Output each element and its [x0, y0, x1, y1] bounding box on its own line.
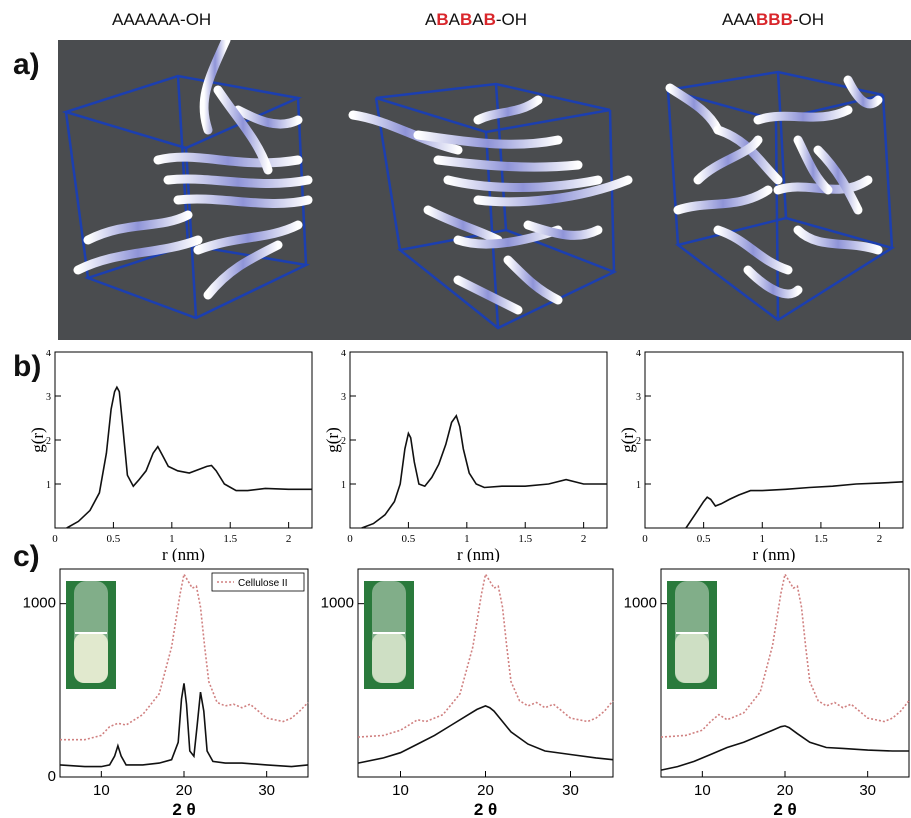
y-axis-label: g(r): [30, 427, 47, 452]
sequence-part: -OH: [793, 10, 824, 29]
x-tick-label: 2: [581, 533, 587, 545]
x-axis-label: 2 θ: [474, 800, 497, 818]
xrd-chart-3: 10 20 30 1000 2 θ: [615, 565, 911, 818]
sequence-part: A: [449, 10, 460, 29]
sequence-part: -OH: [180, 10, 211, 29]
xrd-chart-1: 10 20 30 0 1000 2 θ Cellulose II: [0, 565, 310, 818]
x-tick-label: 30: [562, 782, 579, 799]
x-tick-label: 2: [286, 533, 292, 545]
x-tick-label: 1: [760, 533, 766, 545]
x-tick-label: 2: [877, 533, 883, 545]
sequence-part: BBB: [756, 10, 793, 29]
x-tick-label: 20: [777, 782, 794, 799]
vial-gel: [74, 633, 108, 683]
y-tick-label: 0: [48, 768, 56, 785]
sequence-part: AAAAAA: [112, 10, 180, 29]
y-tick-label: 1000: [23, 595, 56, 612]
sequence-part: B: [460, 10, 472, 29]
y-axis-label: g(r): [325, 427, 342, 452]
x-tick-label: 0.5: [697, 533, 711, 545]
xrd-chart-2: 10 20 30 1000 2 θ: [312, 565, 615, 818]
x-tick-label: 1: [169, 533, 175, 545]
sequence-part: AAA: [722, 10, 756, 29]
x-tick-label: 10: [392, 782, 409, 799]
y-tick-label: 4: [636, 350, 641, 359]
sequence-part: A: [472, 10, 483, 29]
y-tick-label: 3: [636, 392, 641, 403]
x-axis-label: 2 θ: [773, 800, 796, 818]
y-tick-label: 1: [341, 480, 346, 491]
plot-frame: [55, 352, 312, 528]
sequence-part: B: [436, 10, 448, 29]
vial-gel: [372, 633, 406, 683]
x-tick-label: 0.5: [402, 533, 416, 545]
x-axis-label: r (nm): [162, 545, 205, 562]
legend-label: Cellulose II: [238, 578, 287, 589]
x-axis-label: r (nm): [457, 545, 500, 562]
x-tick-label: 20: [176, 782, 193, 799]
sequence-part: A: [425, 10, 436, 29]
sequence-part: B: [484, 10, 496, 29]
x-tick-label: 10: [694, 782, 711, 799]
y-tick-label: 3: [341, 392, 346, 403]
simulation-panel: [58, 40, 911, 340]
x-tick-label: 0: [347, 533, 353, 545]
sequence-label-2: ABABAB-OH: [425, 10, 527, 30]
sequence-label-3: AAABBB-OH: [722, 10, 824, 30]
plot-frame: [350, 352, 607, 528]
x-axis-label: 2 θ: [172, 800, 195, 818]
x-tick-label: 30: [859, 782, 876, 799]
y-tick-label: 1000: [321, 595, 354, 612]
y-tick-label: 1: [46, 480, 51, 491]
simulation-snapshots: [58, 40, 911, 340]
x-tick-label: 0: [642, 533, 648, 545]
x-tick-label: 20: [477, 782, 494, 799]
x-tick-label: 0: [52, 533, 58, 545]
vial-gel: [675, 633, 709, 683]
x-tick-label: 1: [464, 533, 470, 545]
x-tick-label: 0.5: [107, 533, 121, 545]
sequence-part: -OH: [496, 10, 527, 29]
y-tick-label: 1000: [624, 595, 657, 612]
x-tick-label: 30: [258, 782, 275, 799]
sequence-label-1: AAAAAA-OH: [112, 10, 211, 30]
panel-label-a: a): [13, 48, 40, 82]
y-tick-label: 4: [341, 350, 346, 359]
y-axis-label: g(r): [620, 427, 637, 452]
x-tick-label: 1.5: [814, 533, 828, 545]
y-tick-label: 3: [46, 392, 51, 403]
y-tick-label: 4: [46, 350, 51, 359]
x-tick-label: 10: [93, 782, 110, 799]
x-axis-label: r (nm): [753, 545, 796, 562]
y-tick-label: 1: [636, 480, 641, 491]
x-tick-label: 1.5: [223, 533, 237, 545]
x-tick-label: 1.5: [518, 533, 532, 545]
plot-frame: [645, 352, 903, 528]
